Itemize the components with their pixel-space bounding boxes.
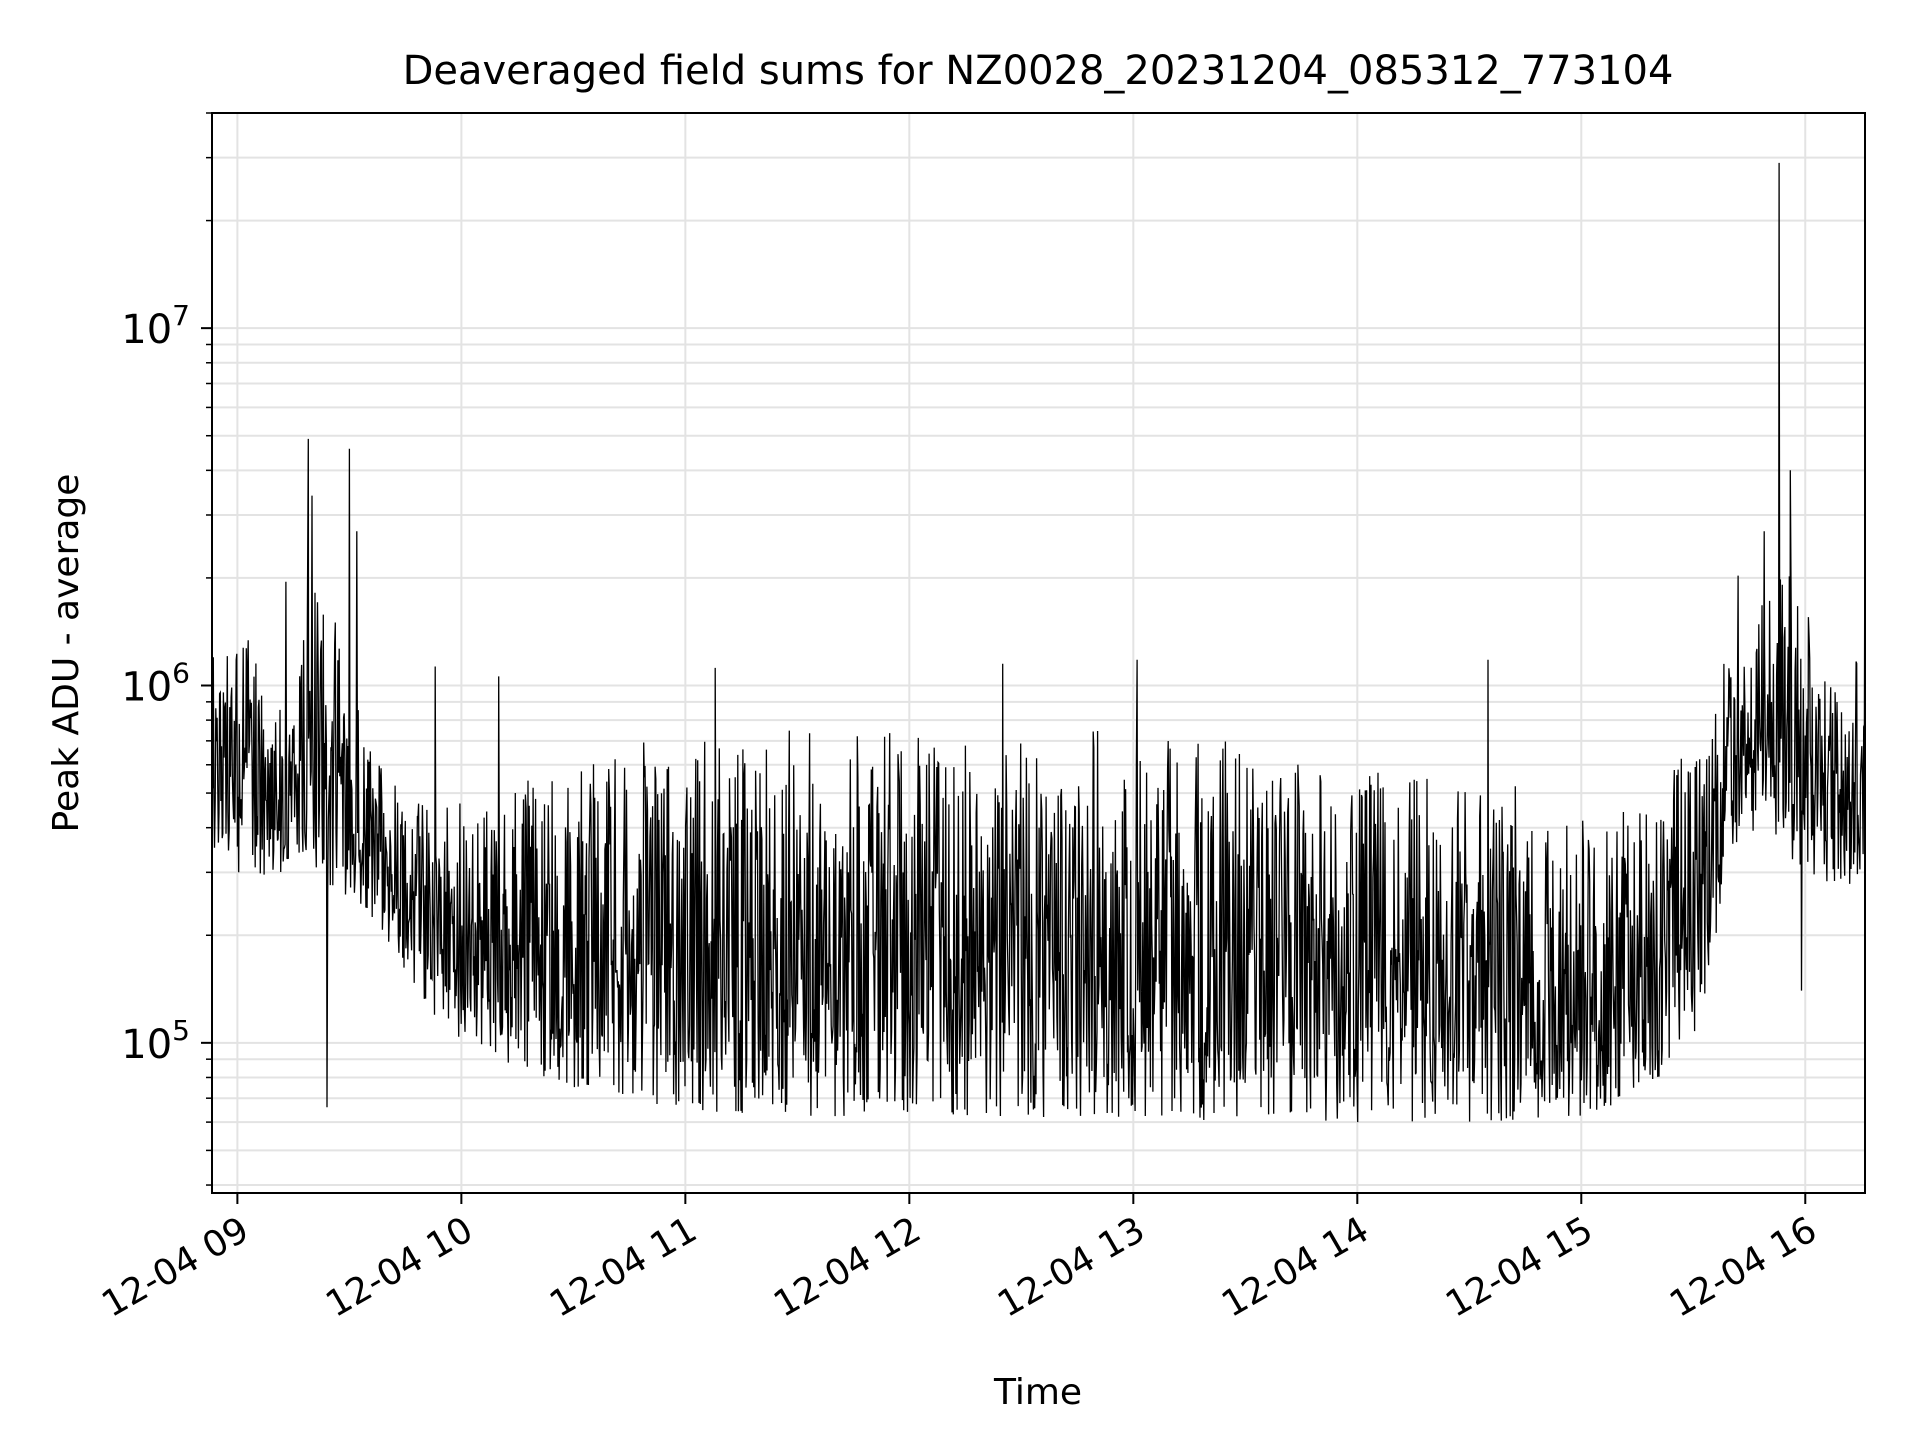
plot-frame xyxy=(211,112,1866,1194)
chart-title: Deaveraged field sums for NZ0028_2023120… xyxy=(403,48,1674,94)
y-tick-label: 106 xyxy=(121,656,190,710)
series-line xyxy=(212,162,1865,1123)
y-tick-label: 105 xyxy=(121,1014,190,1068)
y-axis-label: Peak ADU - average xyxy=(46,474,87,833)
series-path xyxy=(212,162,1865,1123)
y-tick-label: 107 xyxy=(121,299,190,353)
x-axis-label: Time xyxy=(993,1372,1082,1413)
